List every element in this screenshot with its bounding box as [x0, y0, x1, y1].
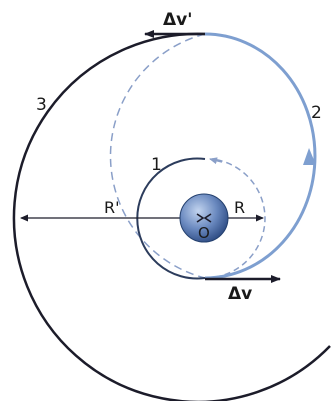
- radius-inner-label: R: [234, 198, 245, 217]
- center-label: O: [198, 224, 210, 242]
- inner-orbit-dashed-arrowhead: [209, 157, 223, 165]
- delta-v-label: Δv: [228, 284, 252, 304]
- radius-outer-label: R': [104, 198, 120, 217]
- outer-orbit-3: [12, 32, 331, 401]
- delta-v-prime-label: Δv': [163, 10, 192, 30]
- orbit-1-label: 1: [151, 155, 162, 175]
- orbit-3-label: 3: [36, 95, 47, 115]
- transfer-arrowhead: [303, 148, 316, 165]
- transfer-orbit-2: [204, 32, 317, 280]
- center-marker: [196, 213, 212, 223]
- inner-orbit-dashed: [204, 158, 266, 279]
- orbit-2-label: 2: [311, 103, 322, 123]
